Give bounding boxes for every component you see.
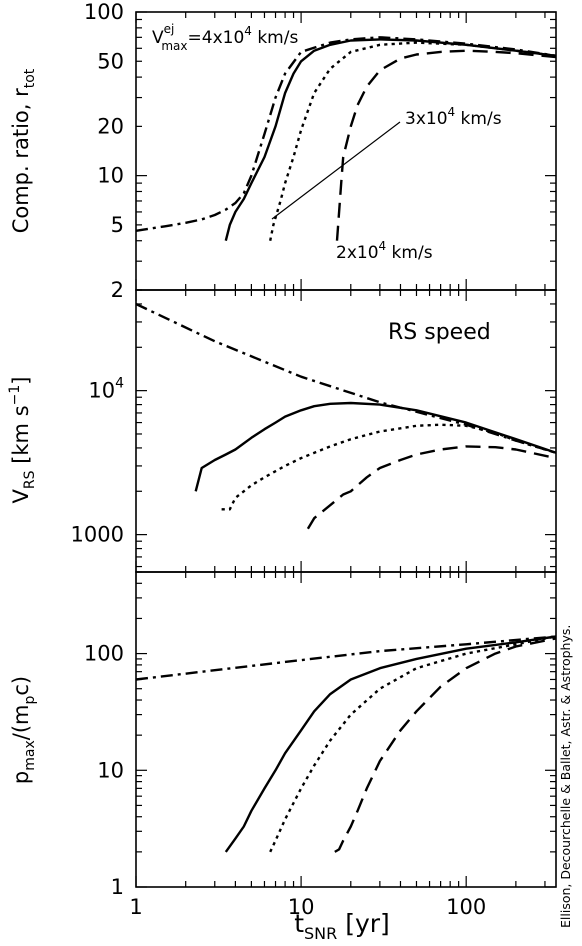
y-tick-label: 50 — [97, 49, 124, 73]
y-tick-label: 1000 — [71, 523, 124, 547]
y-tick-label: 10 — [97, 758, 124, 782]
y-axis-label: VRS [km s−1] — [7, 377, 38, 504]
series-solid — [224, 38, 557, 241]
series-dashdot — [135, 635, 557, 681]
series-dotted — [269, 41, 557, 241]
series-dashed — [335, 49, 557, 241]
y-tick-label: 1 — [111, 875, 124, 899]
annotation-3e4: 3x104 km/s — [405, 105, 502, 129]
annotation-2e4: 2x104 km/s — [336, 239, 433, 263]
plot-frame — [135, 571, 557, 888]
series-solid — [224, 635, 557, 853]
x-tick-label: 1 — [129, 895, 142, 919]
x-tick-label: 10 — [288, 895, 315, 919]
y-axis-label: Comp. ratio, rtot — [9, 68, 38, 233]
series-dashdot — [135, 36, 557, 232]
y-tick-label: 2 — [111, 278, 124, 302]
series-group — [135, 302, 557, 530]
series-dotted — [221, 423, 557, 511]
panel-rs-speed: 1000 104 VRS [km s−1] RS speed — [7, 289, 557, 573]
y-tick-label: 100 — [84, 0, 124, 24]
credit-group: Ellison, Decourchelle & Ballet, Astr. & … — [558, 625, 573, 928]
y-tick-label: 10 — [97, 164, 124, 188]
y-tick-label: 5 — [111, 213, 124, 237]
y-tick-label: 20 — [97, 114, 124, 138]
panel-title: RS speed — [388, 320, 491, 345]
series-group — [135, 635, 557, 853]
y-axis-label: pmax/(mpc) — [9, 676, 38, 784]
y-tick-label: 100 — [84, 642, 124, 666]
panel-compression-ratio: 2 5 10 20 50 100 Comp. ratio, rtot Vej max=4x104… — [9, 0, 557, 302]
y-tick-label: 104 — [88, 376, 124, 403]
pointer-line — [271, 121, 401, 220]
series-group — [135, 36, 557, 241]
x-tick-label: 100 — [446, 895, 486, 919]
annotation-vmax: Vej max=4x104 km/s — [152, 22, 298, 53]
x-axis-label: tSNR [yr] — [294, 909, 390, 943]
series-dotted — [269, 635, 557, 853]
series-dashed — [306, 445, 557, 530]
panel-pmax: 1 10 100 1 10 100 pmax/(mpc) tSNR [yr] — [9, 571, 557, 943]
series-dashed — [334, 637, 557, 853]
series-solid — [194, 401, 557, 492]
credit-text: Ellison, Decourchelle & Ballet, Astr. & … — [558, 625, 573, 928]
